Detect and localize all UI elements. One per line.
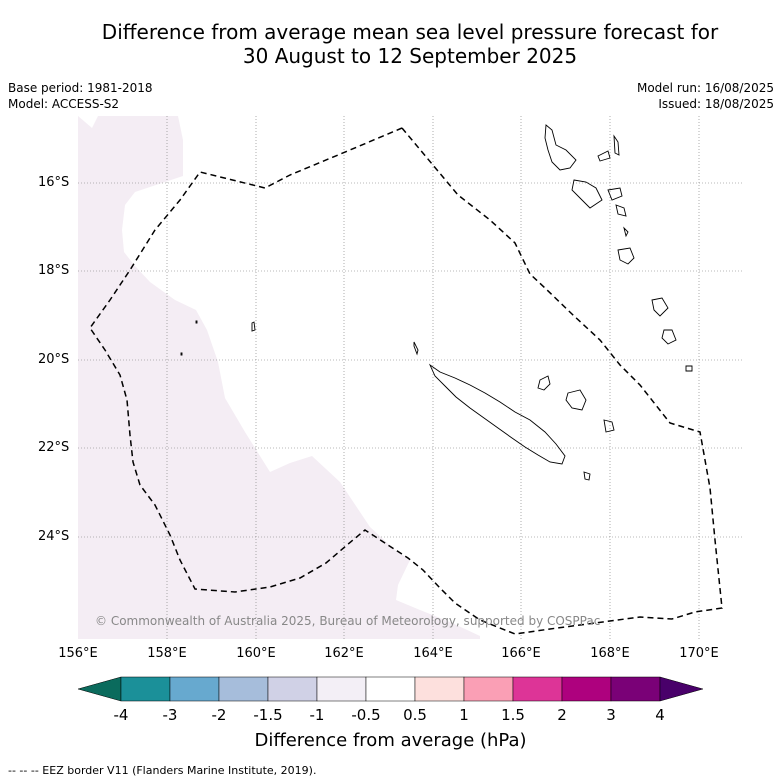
eez-border: [89, 127, 723, 635]
model-run: Model run: 16/08/2025: [636, 81, 774, 95]
lon-label-162e: 162°E: [324, 646, 364, 661]
title-line-1: Difference from average mean sea level p…: [101, 20, 719, 44]
lon-label-166e: 166°E: [501, 646, 541, 661]
coastlines: [180, 124, 693, 481]
colorbar-tick: -3: [162, 706, 178, 724]
colorbar-bin: [512, 676, 563, 702]
colorbar-tick: -1: [309, 706, 325, 724]
colorbar-high-extension: [659, 676, 704, 702]
colorbar-bin: [610, 676, 661, 702]
colorbar-bin: [267, 676, 318, 702]
lon-label-160e: 160°E: [236, 646, 276, 661]
colorbar-low-extension: [77, 676, 122, 702]
lon-label-156e: 156°E: [58, 646, 98, 661]
colorbar-tick: -0.5: [351, 706, 381, 724]
colorbar-tick: 3: [606, 706, 616, 724]
colorbar-bin: [365, 676, 416, 702]
lat-label-24s: 24°S: [38, 529, 70, 544]
lon-label-168e: 168°E: [590, 646, 630, 661]
lon-label-164e: 164°E: [413, 646, 453, 661]
loyalty-islands: [537, 375, 551, 391]
colorbar-tick: 1: [459, 706, 469, 724]
colorbar-bin: [218, 676, 269, 702]
lat-label-16s: 16°S: [38, 175, 70, 190]
pressure-anomaly-shading: [78, 116, 480, 639]
title-line-2: 30 August to 12 September 2025: [242, 44, 578, 68]
meta-left: Base period: 1981-2018 Model: ACCESS-S2: [8, 80, 153, 112]
colorbar: [77, 676, 704, 702]
lat-label-20s: 20°S: [38, 352, 70, 367]
colorbar-tick: -4: [113, 706, 129, 724]
eez-legend-footer: -- -- -- EEZ border V11 (Flanders Marine…: [8, 764, 317, 777]
new-caledonia-island: [428, 363, 566, 465]
colorbar-bin: [120, 676, 171, 702]
colorbar-tick: 4: [655, 706, 665, 724]
colorbar-tick: -2: [211, 706, 227, 724]
lon-label-158e: 158°E: [147, 646, 187, 661]
copyright-notice: © Commonwealth of Australia 2025, Bureau…: [95, 614, 601, 628]
colorbar-tick: -1.5: [253, 706, 283, 724]
gridlines: [78, 116, 743, 639]
shading-notch: [78, 116, 98, 128]
colorbar-tick: 1.5: [501, 706, 525, 724]
colorbar-tick: 0.5: [403, 706, 427, 724]
colorbar-bin: [561, 676, 612, 702]
vanuatu-islands: [544, 124, 577, 171]
lat-label-18s: 18°S: [38, 263, 70, 278]
chart-title: Difference from average mean sea level p…: [40, 20, 780, 68]
colorbar-tick: 2: [557, 706, 567, 724]
base-period: Base period: 1981-2018: [8, 81, 153, 95]
lat-label-22s: 22°S: [38, 440, 70, 455]
colorbar-label: Difference from average (hPa): [254, 730, 527, 751]
colorbar-bin: [316, 676, 367, 702]
lon-label-170e: 170°E: [679, 646, 719, 661]
colorbar-bin: [169, 676, 220, 702]
model-name: Model: ACCESS-S2: [8, 97, 120, 111]
meta-right: Model run: 16/08/2025 Issued: 18/08/2025: [637, 80, 774, 112]
colorbar-bin: [463, 676, 514, 702]
colorbar-bin: [414, 676, 465, 702]
issued-date: Issued: 18/08/2025: [658, 97, 774, 111]
